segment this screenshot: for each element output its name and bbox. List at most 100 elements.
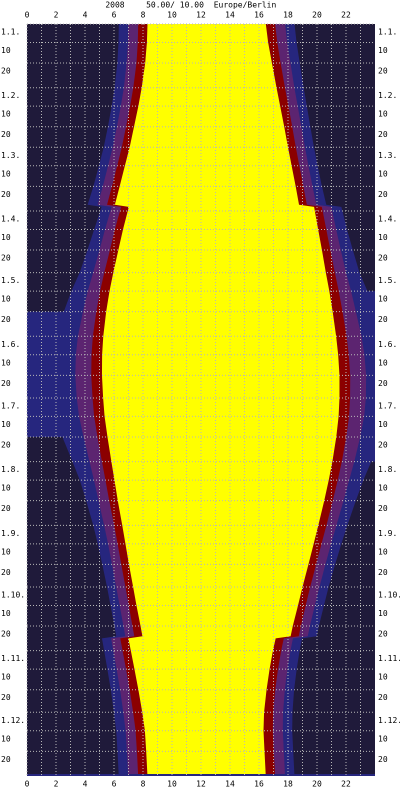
x-tick-label: 12 bbox=[196, 780, 206, 789]
y-tick-label: 10 bbox=[378, 295, 388, 304]
x-tick-label: 8 bbox=[141, 780, 146, 789]
x-tick-label: 14 bbox=[225, 780, 235, 789]
y-tick-label: 10 bbox=[1, 484, 11, 493]
y-tick-label: 20 bbox=[1, 440, 11, 449]
y-tick-label: 1.8. bbox=[1, 465, 20, 474]
y-tick-label: 1.10. bbox=[378, 590, 400, 599]
y-tick-label: 20 bbox=[1, 568, 11, 577]
y-tick-label: 1.7. bbox=[378, 401, 397, 410]
y-tick-label: 1.11. bbox=[1, 654, 25, 663]
x-tick-label: 12 bbox=[196, 11, 206, 20]
y-tick-label: 1.12. bbox=[1, 716, 25, 725]
x-tick-label: 10 bbox=[167, 11, 177, 20]
y-tick-label: 1.5. bbox=[1, 276, 20, 285]
y-tick-label: 10 bbox=[1, 420, 11, 429]
y-tick-label: 20 bbox=[378, 67, 388, 76]
y-tick-label: 1.12. bbox=[378, 716, 400, 725]
x-tick-label: 6 bbox=[112, 780, 117, 789]
chart-location: 50.00/ 10.00 bbox=[146, 1, 204, 10]
y-tick-label: 10 bbox=[378, 609, 388, 618]
y-tick-label: 10 bbox=[378, 358, 388, 367]
y-tick-label: 10 bbox=[1, 46, 11, 55]
chart-timezone: Europe/Berlin bbox=[214, 1, 277, 10]
night-area bbox=[27, 24, 119, 312]
y-tick-label: 20 bbox=[1, 693, 11, 702]
y-tick-label: 10 bbox=[1, 358, 11, 367]
y-tick-label: 10 bbox=[378, 673, 388, 682]
y-tick-label: 1.10. bbox=[1, 590, 25, 599]
y-tick-label: 10 bbox=[378, 734, 388, 743]
y-tick-label: 1.1. bbox=[378, 28, 397, 37]
x-tick-label: 18 bbox=[283, 11, 293, 20]
y-tick-label: 10 bbox=[1, 734, 11, 743]
x-tick-label: 4 bbox=[83, 11, 88, 20]
chart-year: 2008 bbox=[105, 1, 124, 10]
night-area bbox=[292, 461, 375, 774]
x-tick-label: 0 bbox=[25, 780, 30, 789]
y-tick-label: 20 bbox=[378, 130, 388, 139]
x-tick-label: 6 bbox=[112, 11, 117, 20]
y-tick-label: 1.11. bbox=[378, 654, 400, 663]
x-tick-label: 20 bbox=[312, 11, 322, 20]
y-tick-label: 1.2. bbox=[378, 91, 397, 100]
y-tick-label: 20 bbox=[1, 130, 11, 139]
y-tick-label: 20 bbox=[378, 504, 388, 513]
y-tick-label: 10 bbox=[378, 169, 388, 178]
x-tick-label: 14 bbox=[225, 11, 235, 20]
y-tick-label: 10 bbox=[1, 233, 11, 242]
x-tick-label: 16 bbox=[254, 11, 264, 20]
y-tick-label: 10 bbox=[378, 233, 388, 242]
y-tick-label: 1.4. bbox=[378, 214, 397, 223]
y-tick-label: 1.8. bbox=[378, 465, 397, 474]
y-tick-label: 1.9. bbox=[1, 529, 20, 538]
x-tick-label: 4 bbox=[83, 780, 88, 789]
x-tick-label: 22 bbox=[341, 11, 351, 20]
x-tick-label: 10 bbox=[167, 780, 177, 789]
y-tick-label: 20 bbox=[1, 190, 11, 199]
y-tick-label: 1.6. bbox=[1, 340, 20, 349]
x-tick-label: 8 bbox=[141, 11, 146, 20]
y-tick-label: 10 bbox=[378, 46, 388, 55]
x-tick-label: 20 bbox=[312, 780, 322, 789]
y-tick-label: 10 bbox=[378, 547, 388, 556]
y-tick-label: 20 bbox=[1, 315, 11, 324]
y-tick-label: 20 bbox=[1, 755, 11, 764]
y-tick-label: 20 bbox=[378, 190, 388, 199]
y-tick-label: 20 bbox=[378, 693, 388, 702]
y-tick-label: 10 bbox=[1, 673, 11, 682]
y-tick-label: 1.3. bbox=[378, 151, 397, 160]
y-tick-label: 1.3. bbox=[1, 151, 20, 160]
y-tick-label: 1.4. bbox=[1, 214, 20, 223]
y-tick-label: 20 bbox=[378, 440, 388, 449]
y-tick-label: 20 bbox=[1, 504, 11, 513]
y-tick-label: 20 bbox=[378, 568, 388, 577]
y-tick-label: 20 bbox=[1, 254, 11, 263]
y-tick-label: 10 bbox=[378, 420, 388, 429]
y-tick-label: 20 bbox=[378, 315, 388, 324]
x-tick-label: 18 bbox=[283, 780, 293, 789]
x-tick-label: 0 bbox=[25, 11, 30, 20]
x-tick-label: 2 bbox=[54, 11, 59, 20]
x-tick-label: 2 bbox=[54, 780, 59, 789]
y-tick-label: 10 bbox=[1, 547, 11, 556]
y-tick-label: 10 bbox=[1, 295, 11, 304]
y-tick-label: 20 bbox=[1, 630, 11, 639]
y-tick-label: 20 bbox=[378, 379, 388, 388]
x-tick-label: 22 bbox=[341, 780, 351, 789]
y-tick-label: 10 bbox=[1, 169, 11, 178]
band-area bbox=[101, 24, 340, 774]
y-tick-label: 1.6. bbox=[378, 340, 397, 349]
y-tick-label: 10 bbox=[378, 110, 388, 119]
y-tick-label: 20 bbox=[378, 755, 388, 764]
y-tick-label: 1.1. bbox=[1, 28, 20, 37]
y-tick-label: 20 bbox=[1, 379, 11, 388]
y-tick-label: 1.5. bbox=[378, 276, 397, 285]
y-tick-label: 10 bbox=[1, 110, 11, 119]
y-tick-label: 1.2. bbox=[1, 91, 20, 100]
y-tick-label: 20 bbox=[1, 67, 11, 76]
y-tick-label: 10 bbox=[378, 484, 388, 493]
y-tick-label: 10 bbox=[1, 609, 11, 618]
y-tick-label: 1.9. bbox=[378, 529, 397, 538]
night-area bbox=[294, 24, 375, 292]
